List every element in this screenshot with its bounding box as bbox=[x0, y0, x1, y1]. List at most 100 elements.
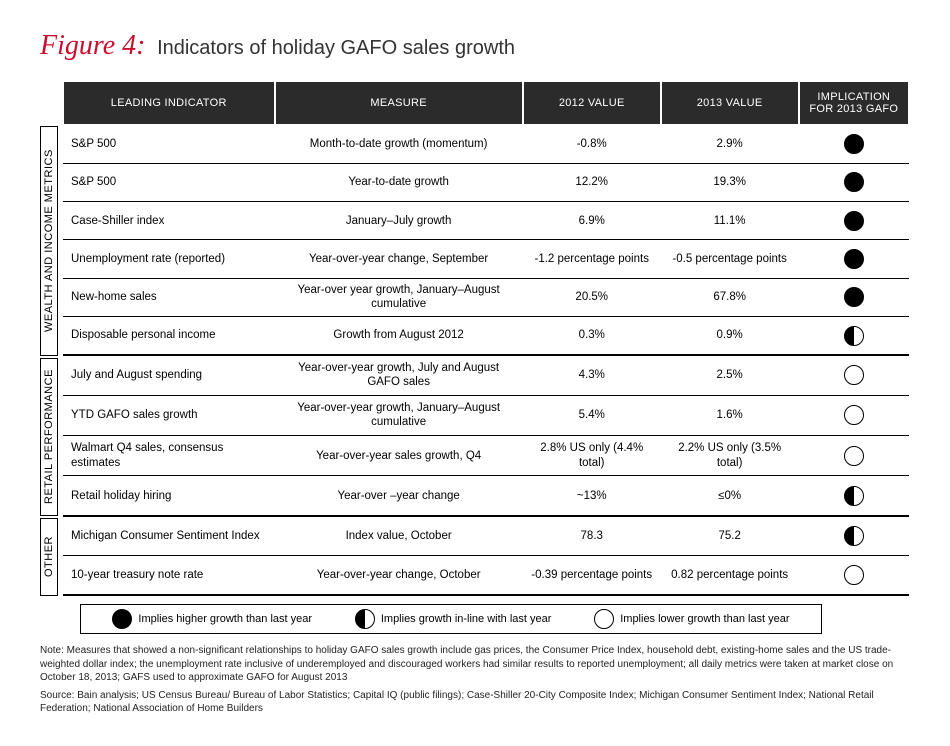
table-wrap: WEALTH AND INCOME METRICS RETAIL PERFORMA… bbox=[40, 80, 910, 596]
table-row: Disposable personal incomeGrowth from Au… bbox=[63, 317, 909, 355]
legend-half: Implies growth in-line with last year bbox=[355, 609, 552, 629]
cell-2012: 2.8% US only (4.4% total) bbox=[523, 436, 661, 476]
category-label: OTHER bbox=[40, 518, 58, 596]
cell-indicator: New-home sales bbox=[63, 278, 275, 316]
table-row: Michigan Consumer Sentiment IndexIndex v… bbox=[63, 516, 909, 555]
cell-measure: Index value, October bbox=[275, 516, 523, 555]
table-row: YTD GAFO sales growthYear-over-year grow… bbox=[63, 395, 909, 435]
circle-full-icon bbox=[112, 609, 132, 629]
cell-2012: -1.2 percentage points bbox=[523, 240, 661, 278]
cell-indicator: 10-year treasury note rate bbox=[63, 556, 275, 595]
cell-2013: 0.9% bbox=[661, 317, 799, 355]
cell-implication bbox=[799, 163, 909, 201]
table-row: Walmart Q4 sales, consensus estimatesYea… bbox=[63, 436, 909, 476]
implication-circle-icon bbox=[844, 287, 864, 307]
cell-implication bbox=[799, 516, 909, 555]
cell-indicator: July and August spending bbox=[63, 355, 275, 395]
cell-measure: Growth from August 2012 bbox=[275, 317, 523, 355]
col-measure: MEASURE bbox=[275, 81, 523, 125]
implication-circle-icon bbox=[844, 446, 864, 466]
implication-circle-icon bbox=[844, 211, 864, 231]
legend-half-label: Implies growth in-line with last year bbox=[381, 613, 552, 625]
cell-indicator: Case-Shiller index bbox=[63, 202, 275, 240]
implication-circle-icon bbox=[844, 134, 864, 154]
cell-implication bbox=[799, 476, 909, 516]
cell-2012: 4.3% bbox=[523, 355, 661, 395]
legend-empty-label: Implies lower growth than last year bbox=[620, 613, 789, 625]
legend-empty: Implies lower growth than last year bbox=[594, 609, 789, 629]
table-row: Case-Shiller indexJanuary–July growth6.9… bbox=[63, 202, 909, 240]
cell-indicator: S&P 500 bbox=[63, 125, 275, 163]
implication-circle-icon bbox=[844, 405, 864, 425]
cell-measure: Year-over-year sales growth, Q4 bbox=[275, 436, 523, 476]
figure-caption: Indicators of holiday GAFO sales growth bbox=[157, 37, 515, 59]
cell-2012: -0.39 percentage points bbox=[523, 556, 661, 595]
legend-full: Implies higher growth than last year bbox=[112, 609, 312, 629]
legend: Implies higher growth than last year Imp… bbox=[80, 604, 822, 634]
implication-circle-icon bbox=[844, 486, 864, 506]
category-column: WEALTH AND INCOME METRICS RETAIL PERFORMA… bbox=[40, 80, 58, 596]
cell-measure: Year-over-year growth, July and August G… bbox=[275, 355, 523, 395]
cell-measure: Month-to-date growth (momentum) bbox=[275, 125, 523, 163]
implication-circle-icon bbox=[844, 172, 864, 192]
col-2012: 2012 VALUE bbox=[523, 81, 661, 125]
table-row: S&P 500Month-to-date growth (momentum)-0… bbox=[63, 125, 909, 163]
table-row: S&P 500Year-to-date growth12.2%19.3% bbox=[63, 163, 909, 201]
implication-circle-icon bbox=[844, 249, 864, 269]
cell-2013: 0.82 percentage points bbox=[661, 556, 799, 595]
cell-measure: Year-over year growth, January–August cu… bbox=[275, 278, 523, 316]
col-implication: IMPLICATION FOR 2013 GAFO bbox=[799, 81, 909, 125]
implication-circle-icon bbox=[844, 365, 864, 385]
category-spacer bbox=[40, 80, 58, 124]
indicators-table: LEADING INDICATOR MEASURE 2012 VALUE 201… bbox=[62, 80, 910, 596]
circle-half-icon bbox=[355, 609, 375, 629]
cell-indicator: S&P 500 bbox=[63, 163, 275, 201]
cell-2013: 67.8% bbox=[661, 278, 799, 316]
cell-2012: 0.3% bbox=[523, 317, 661, 355]
col-indicator: LEADING INDICATOR bbox=[63, 81, 275, 125]
cell-indicator: Unemployment rate (reported) bbox=[63, 240, 275, 278]
table-row: July and August spendingYear-over-year g… bbox=[63, 355, 909, 395]
cell-implication bbox=[799, 240, 909, 278]
col-2013: 2013 VALUE bbox=[661, 81, 799, 125]
cell-implication bbox=[799, 436, 909, 476]
cell-measure: Year-over –year change bbox=[275, 476, 523, 516]
cell-indicator: Walmart Q4 sales, consensus estimates bbox=[63, 436, 275, 476]
note-text: Note: Measures that showed a non-signifi… bbox=[40, 644, 910, 685]
cell-2013: -0.5 percentage points bbox=[661, 240, 799, 278]
cell-2013: 2.9% bbox=[661, 125, 799, 163]
cell-implication bbox=[799, 355, 909, 395]
cell-2012: 6.9% bbox=[523, 202, 661, 240]
cell-indicator: YTD GAFO sales growth bbox=[63, 395, 275, 435]
cell-indicator: Disposable personal income bbox=[63, 317, 275, 355]
cell-indicator: Retail holiday hiring bbox=[63, 476, 275, 516]
cell-indicator: Michigan Consumer Sentiment Index bbox=[63, 516, 275, 555]
cell-implication bbox=[799, 556, 909, 595]
source-text: Source: Bain analysis; US Census Bureau/… bbox=[40, 689, 910, 716]
cell-implication bbox=[799, 125, 909, 163]
cell-2012: 12.2% bbox=[523, 163, 661, 201]
implication-circle-icon bbox=[844, 565, 864, 585]
cell-2012: 5.4% bbox=[523, 395, 661, 435]
implication-circle-icon bbox=[844, 526, 864, 546]
cell-2013: 2.2% US only (3.5% total) bbox=[661, 436, 799, 476]
cell-2013: 1.6% bbox=[661, 395, 799, 435]
cell-implication bbox=[799, 395, 909, 435]
category-label: WEALTH AND INCOME METRICS bbox=[40, 126, 58, 356]
cell-implication bbox=[799, 317, 909, 355]
category-label: RETAIL PERFORMANCE bbox=[40, 358, 58, 516]
table-row: Retail holiday hiringYear-over –year cha… bbox=[63, 476, 909, 516]
cell-2012: 20.5% bbox=[523, 278, 661, 316]
cell-measure: January–July growth bbox=[275, 202, 523, 240]
figure-label: Figure 4: bbox=[40, 30, 146, 61]
cell-measure: Year-over-year growth, January–August cu… bbox=[275, 395, 523, 435]
cell-2012: -0.8% bbox=[523, 125, 661, 163]
cell-implication bbox=[799, 278, 909, 316]
cell-implication bbox=[799, 202, 909, 240]
cell-measure: Year-over-year change, September bbox=[275, 240, 523, 278]
cell-2013: 75.2 bbox=[661, 516, 799, 555]
legend-full-label: Implies higher growth than last year bbox=[138, 613, 312, 625]
cell-measure: Year-to-date growth bbox=[275, 163, 523, 201]
table-row: 10-year treasury note rateYear-over-year… bbox=[63, 556, 909, 595]
cell-2013: 19.3% bbox=[661, 163, 799, 201]
